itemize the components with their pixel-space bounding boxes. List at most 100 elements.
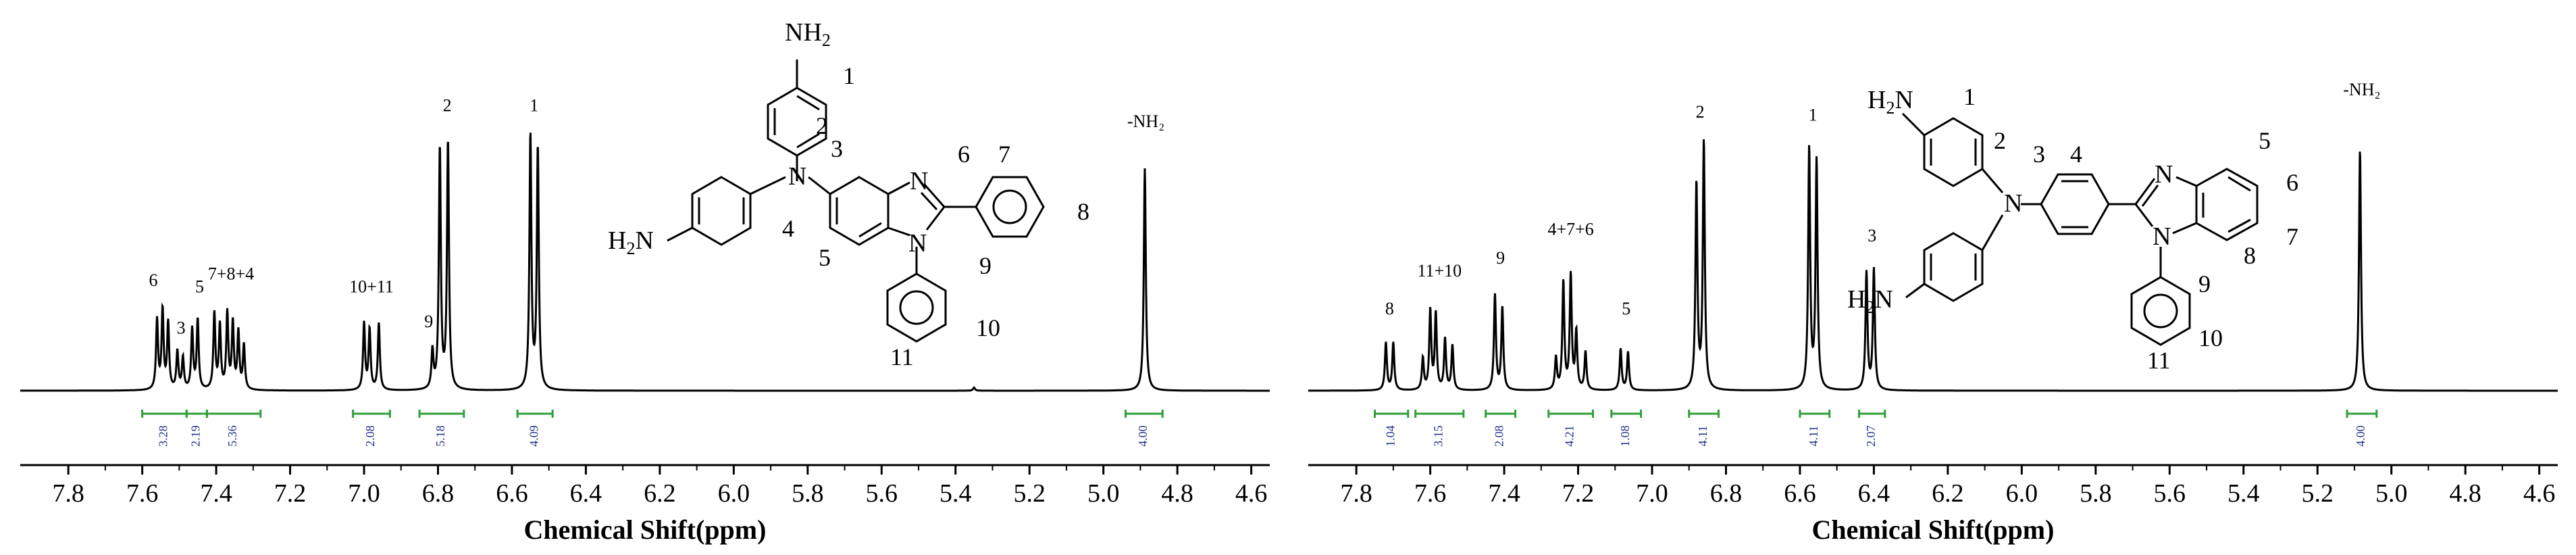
chart-0-tick-label-13: 5.2 xyxy=(1013,479,1046,508)
chart-0-tick-label-12: 5.4 xyxy=(939,479,972,508)
chart-0-tick-label-0: 7.8 xyxy=(52,479,84,508)
chart-0-integral-value-0: 3.28 xyxy=(157,425,170,447)
position-7-label: 7 xyxy=(998,141,1010,168)
right-position-5-label: 5 xyxy=(2259,127,2271,154)
chart-0-tick-label-6: 6.6 xyxy=(496,479,528,508)
chart-1-tick-label-9: 6.0 xyxy=(2006,479,2038,508)
nh2-left-h-subscript: 2 xyxy=(626,239,635,258)
right-position-6-label: 6 xyxy=(2286,169,2298,196)
right-position-1-label: 1 xyxy=(1963,83,1976,110)
right-position-7-label: 7 xyxy=(2286,223,2298,250)
right-imidazole-n1-label: N xyxy=(2153,222,2171,251)
chart-1-integral-value-2: 2.08 xyxy=(1493,425,1506,447)
chart-1-tick-label-6: 6.6 xyxy=(1784,479,1816,508)
chart-1-tick-label-16: 4.6 xyxy=(2523,479,2556,508)
chart-0-tick-label-14: 5.0 xyxy=(1087,479,1120,508)
position-3-label: 3 xyxy=(831,135,843,162)
right-imidazole-n3-label: N xyxy=(2155,160,2173,189)
chart-0-tick-label-1: 7.6 xyxy=(126,479,159,508)
chart-1-tick-label-10: 5.8 xyxy=(2080,479,2112,508)
chart-0-integral-value-6: 4.00 xyxy=(1136,425,1150,447)
chart-1-tick-label-0: 7.8 xyxy=(1340,479,1372,508)
chart-0-tick-label-5: 6.8 xyxy=(422,479,455,508)
right-position-8-label: 8 xyxy=(2244,242,2256,269)
nh2-left-n-label: N xyxy=(635,226,653,255)
nh2-top-subscript: 2 xyxy=(822,30,831,50)
chart-0-x-axis-title: Chemical Shift(ppm) xyxy=(524,514,767,545)
svg-text:H2N: H2N xyxy=(608,226,654,258)
position-9-label: 9 xyxy=(979,252,991,279)
molecule-structure-right: H2N N N N H2N 1 2 3 4 5 6 7 8 9 10 11 xyxy=(1847,83,2298,374)
chart-0-integral-value-2: 5.36 xyxy=(226,425,239,447)
chart-0-integral-value-4: 5.18 xyxy=(434,425,447,447)
chart-0-peak-label-2: 5 xyxy=(195,276,204,296)
nmr-panel-left: 6 3 5 7+8+4 10+11 9 2 1 -NH₂ 3.28 2.19 5.36 2.08 5.18… xyxy=(20,18,1270,545)
chart-1-tick-label-5: 6.8 xyxy=(1710,479,1743,508)
chart-1-tick-label-7: 6.4 xyxy=(1858,479,1890,508)
svg-text:NH2: NH2 xyxy=(785,18,831,50)
chart-1-tick-label-11: 5.6 xyxy=(2154,479,2186,508)
chart-1-integral-value-5: 4.11 xyxy=(1696,426,1709,447)
chart-1-peak-label-7: 3 xyxy=(1867,226,1876,245)
chart-0-tick-label-4: 7.0 xyxy=(348,479,380,508)
chart-1-x-axis-title: Chemical Shift(ppm) xyxy=(1812,514,2055,545)
position-11-label: 11 xyxy=(890,343,914,370)
chart-1-peak-label-1: 11+10 xyxy=(1417,261,1462,281)
svg-text:H2N: H2N xyxy=(1867,86,1913,118)
chart-1-tick-label-4: 7.0 xyxy=(1636,479,1668,508)
right-position-11-label: 11 xyxy=(2147,347,2171,374)
chart-1-integral-value-7: 2.07 xyxy=(1864,425,1878,447)
chart-0-tick-label-10: 5.8 xyxy=(792,479,824,508)
right-position-10-label: 10 xyxy=(2198,324,2223,352)
chart-1-peak-label-0: 8 xyxy=(1385,299,1394,318)
right-position-3-label: 3 xyxy=(2033,141,2045,168)
nmr-panel-right: 8 11+10 9 4+7+6 5 2 1 3 -NH₂ 1.04 3.15 2.08 4.21 1.08… xyxy=(1288,0,2576,555)
chart-1-peak-label-3: 4+7+6 xyxy=(1547,220,1593,239)
chart-0-spectrum-line xyxy=(20,132,1270,392)
svg-text:H2N: H2N xyxy=(1847,285,1893,317)
right-nh2-left-n-label: N xyxy=(1874,285,1892,314)
right-nh2-top-h-subscript: 2 xyxy=(1886,98,1895,118)
chart-0-tick-label-15: 4.8 xyxy=(1161,479,1193,508)
chart-1-spectrum-line xyxy=(1308,139,2558,392)
chart-1-peak-label-8: -NH₂ xyxy=(2343,80,2380,99)
chart-1-tick-label-3: 7.2 xyxy=(1562,479,1595,508)
chart-1-peak-label-6: 1 xyxy=(1809,105,1818,125)
right-nh2-left-h-subscript: 2 xyxy=(1865,297,1874,317)
right-position-2-label: 2 xyxy=(1994,127,2006,154)
chart-1-peak-label-4: 5 xyxy=(1622,299,1630,318)
imidazole-n3-label: N xyxy=(910,167,928,195)
chart-1-tick-label-8: 6.2 xyxy=(1932,479,1964,508)
chart-0-peak-label-8: -NH₂ xyxy=(1127,112,1164,131)
chart-0-peak-label-0: 6 xyxy=(149,270,158,290)
chart-1-integral-value-3: 4.21 xyxy=(1563,425,1576,447)
chart-0-peak-label-4: 10+11 xyxy=(349,276,394,296)
chart-0-peak-label-5: 9 xyxy=(424,312,433,331)
chart-1-tick-label-14: 5.0 xyxy=(2375,479,2408,508)
chart-1-integral-value-0: 1.04 xyxy=(1383,425,1397,447)
chart-0-peak-label-7: 1 xyxy=(530,95,538,115)
nh2-left-h-label: H xyxy=(608,226,626,255)
position-6-label: 6 xyxy=(958,141,970,168)
position-10-label: 10 xyxy=(976,314,1000,341)
chart-0-peak-label-6: 2 xyxy=(443,95,452,115)
right-position-9-label: 9 xyxy=(2198,270,2211,297)
chart-0-peak-label-1: 3 xyxy=(177,318,186,337)
right-nh2-left-h-label: H xyxy=(1847,285,1865,314)
chart-0-tick-label-2: 7.4 xyxy=(200,479,232,508)
chart-1-integral-value-1: 3.15 xyxy=(1431,425,1445,447)
chart-0-tick-label-11: 5.6 xyxy=(866,479,898,508)
right-nh2-top-h-label: H xyxy=(1867,86,1886,114)
molecule-structure-left: NH2 N N N H2N 1 2 3 4 5 6 7 8 9 10 11 xyxy=(608,18,1089,370)
right-amine-nitrogen-label: N xyxy=(2004,189,2022,218)
nh2-top-label: NH xyxy=(785,18,822,47)
chart-1-integral-value-6: 4.11 xyxy=(1807,426,1820,447)
position-8-label: 8 xyxy=(1077,198,1089,225)
chart-0-tick-label-7: 6.4 xyxy=(570,479,602,508)
chart-1-tick-label-15: 4.8 xyxy=(2449,479,2481,508)
chart-0-integral-value-1: 2.19 xyxy=(188,425,202,447)
